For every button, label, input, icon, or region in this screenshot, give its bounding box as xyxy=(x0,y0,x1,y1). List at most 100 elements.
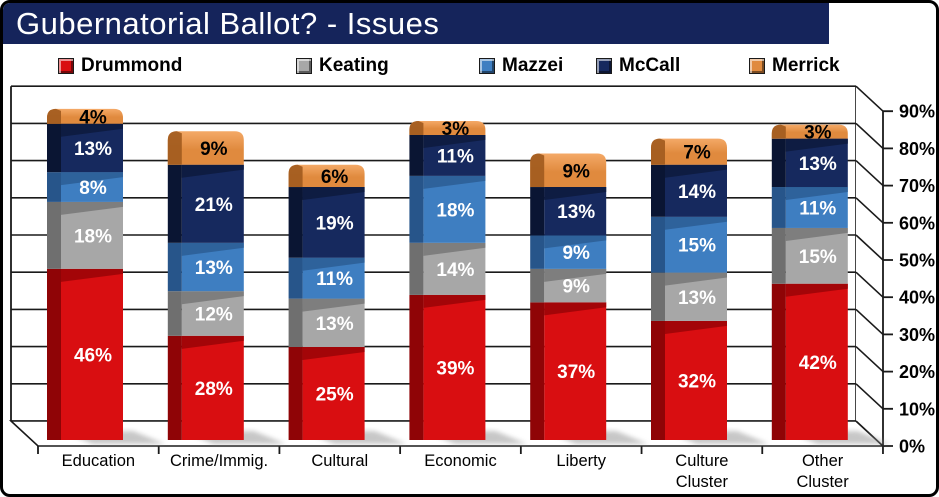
bar-shoulder-culture-cluster-drummond xyxy=(665,320,727,334)
value-label-other-cluster-keating: 15% xyxy=(799,247,837,268)
bar-side-other-cluster-mccall xyxy=(771,138,786,188)
category-label-other-cluster: Cluster xyxy=(796,473,849,491)
bar-side-cultural-drummond xyxy=(288,347,303,440)
bar-segment-cultural-mccall xyxy=(302,187,365,258)
bar-side-liberty-drummond xyxy=(530,302,545,440)
bar-side-crime-immig-merrick xyxy=(167,131,182,165)
bar-shoulder-crime-immig-mccall xyxy=(181,164,244,178)
bar-side-other-cluster-merrick xyxy=(771,124,786,139)
legend-swatch-icon xyxy=(58,58,74,74)
bar-segment-liberty-merrick xyxy=(530,153,607,188)
bar-shoulder-liberty-mazzei xyxy=(544,235,607,249)
y-tick-label: 90% xyxy=(899,102,935,122)
bar-side-culture-cluster-mazzei xyxy=(651,216,665,273)
bar-shoulder-crime-immig-keating xyxy=(181,291,244,305)
legend-item-keating: Keating xyxy=(296,54,389,78)
bar-shoulder-crime-immig-drummond xyxy=(181,335,244,349)
legend-item-drummond: Drummond xyxy=(58,54,182,78)
legend-item-merrick: Merrick xyxy=(749,54,840,78)
depth-line xyxy=(855,346,884,373)
bar-shoulder-liberty-drummond xyxy=(544,302,607,316)
bar-shoulder-cultural-drummond xyxy=(302,347,365,360)
bar-side-liberty-keating xyxy=(530,268,545,303)
value-label-liberty-merrick: 9% xyxy=(562,161,590,182)
value-label-economic-mazzei: 18% xyxy=(436,200,474,221)
value-label-economic-merrick: 3% xyxy=(442,119,470,140)
bar-segment-education-drummond xyxy=(61,268,123,440)
depth-line xyxy=(855,271,884,298)
bar-segment-education-merrick xyxy=(47,108,123,124)
bar-side-economic-drummond xyxy=(409,294,424,440)
depth-line xyxy=(855,160,884,187)
bar-side-liberty-mccall xyxy=(530,187,545,236)
bar-side-education-keating xyxy=(47,201,61,269)
y-tick-label: 40% xyxy=(899,288,935,308)
bar-shoulder-economic-keating xyxy=(423,242,486,256)
y-tick-label: 70% xyxy=(899,176,935,196)
bar-segment-economic-drummond xyxy=(423,294,486,440)
bar-side-education-drummond xyxy=(47,268,61,440)
bar-shoulder-economic-drummond xyxy=(423,294,486,308)
value-label-crime-immig-keating: 12% xyxy=(195,305,233,326)
bar-shoulder-economic-mccall xyxy=(423,134,486,148)
value-label-economic-drummond: 39% xyxy=(436,358,474,379)
legend-label: Mazzei xyxy=(502,55,564,76)
value-label-economic-mccall: 11% xyxy=(437,146,474,167)
bar-shoulder-other-cluster-drummond xyxy=(785,283,848,297)
bar-side-education-mazzei xyxy=(47,172,61,202)
title-bar: Gubernatorial Ballot? - Issues xyxy=(3,3,829,44)
bar-side-economic-keating xyxy=(409,242,424,295)
bar-segment-liberty-drummond xyxy=(544,302,607,440)
bar-shoulder-cultural-mazzei xyxy=(302,257,365,271)
value-label-education-mccall: 13% xyxy=(74,139,112,160)
bar-side-education-mccall xyxy=(47,123,61,173)
legend-swatch-icon xyxy=(596,58,612,74)
value-label-education-merrick: 4% xyxy=(79,107,107,128)
value-label-crime-immig-merrick: 9% xyxy=(200,139,228,160)
legend-swatch-icon xyxy=(749,58,765,74)
bar-shoulder-cultural-keating xyxy=(302,298,365,312)
value-label-other-cluster-mccall: 13% xyxy=(799,154,837,175)
bar-shoulder-education-mazzei xyxy=(61,172,123,186)
bar-side-cultural-mccall xyxy=(288,187,303,258)
y-tick-label: 0% xyxy=(899,437,925,457)
value-label-culture-cluster-mccall: 14% xyxy=(678,182,716,203)
bar-side-other-cluster-drummond xyxy=(771,283,786,440)
bar-shoulder-liberty-mccall xyxy=(544,187,607,201)
bar-side-cultural-merrick xyxy=(288,164,303,188)
legend-label: McCall xyxy=(619,55,681,76)
value-label-cultural-drummond: 25% xyxy=(316,385,354,406)
value-label-culture-cluster-mazzei: 15% xyxy=(678,236,716,257)
bar-side-economic-mazzei xyxy=(409,175,424,243)
bar-side-crime-immig-drummond xyxy=(167,335,182,440)
bar-segment-other-cluster-drummond xyxy=(785,283,848,440)
bar-shoulder-education-drummond xyxy=(61,268,123,282)
bar-shoulder-crime-immig-mazzei xyxy=(181,242,244,256)
y-tick-label: 10% xyxy=(899,399,935,419)
y-tick-label: 30% xyxy=(899,325,935,345)
bar-side-culture-cluster-keating xyxy=(651,272,665,321)
legend-item-mazzei: Mazzei xyxy=(479,54,563,78)
bar-shoulder-other-cluster-mccall xyxy=(785,138,848,152)
bar-side-culture-cluster-merrick xyxy=(651,138,665,165)
bar-side-other-cluster-mazzei xyxy=(771,187,786,228)
bar-side-other-cluster-keating xyxy=(771,227,786,284)
bar-side-cultural-mazzei xyxy=(288,257,303,299)
legend: Drummond Keating Mazzei McCall Merrick xyxy=(3,54,936,80)
depth-line xyxy=(855,308,884,335)
bar-side-education-merrick xyxy=(47,108,61,124)
value-label-liberty-keating: 9% xyxy=(562,277,590,298)
value-label-cultural-mccall: 19% xyxy=(316,213,354,234)
bar-shoulder-other-cluster-mazzei xyxy=(785,187,848,201)
bar-side-cultural-keating xyxy=(288,298,303,347)
bar-side-liberty-mazzei xyxy=(530,235,545,269)
value-label-liberty-mccall: 13% xyxy=(557,202,595,223)
value-label-crime-immig-mazzei: 13% xyxy=(195,258,233,279)
value-label-culture-cluster-merrick: 7% xyxy=(683,143,711,164)
value-label-crime-immig-drummond: 28% xyxy=(195,379,233,400)
value-label-cultural-mazzei: 11% xyxy=(316,269,353,290)
category-label-culture-cluster: Cluster xyxy=(676,473,729,491)
category-label-other-cluster: Other xyxy=(802,452,844,470)
bar-shoulder-education-keating xyxy=(61,201,123,215)
